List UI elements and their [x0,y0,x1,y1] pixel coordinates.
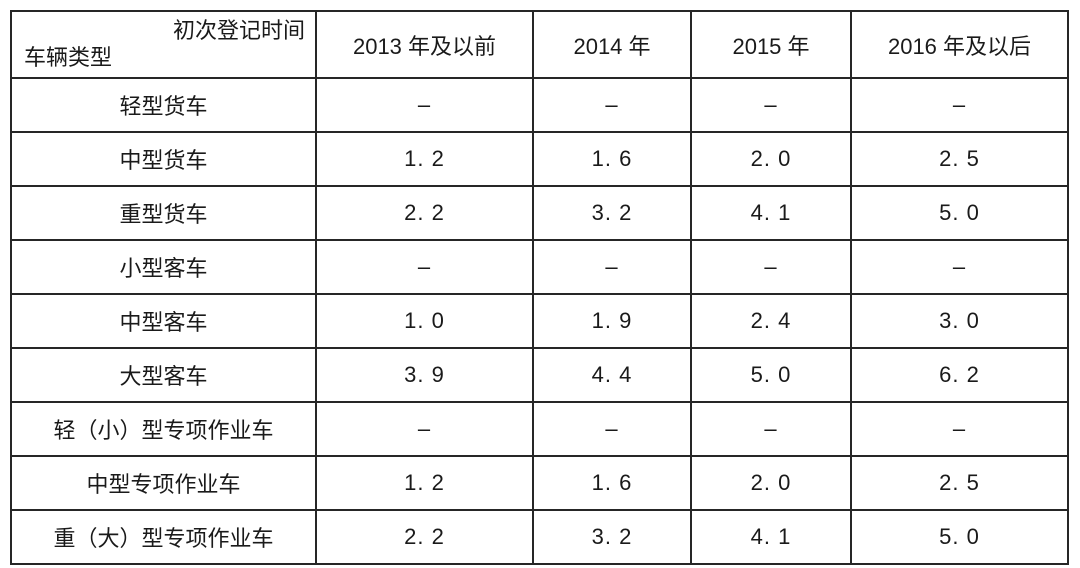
row-label: 中型货车 [10,131,317,187]
table-row: 轻型货车 – – – – [10,77,1069,133]
value-cell: – [850,239,1069,295]
value-cell: 2. 4 [690,293,852,349]
value-cell: 2. 2 [315,509,534,565]
value-cell: 2. 5 [850,455,1069,511]
value-cell: 5. 0 [850,185,1069,241]
row-label: 轻（小）型专项作业车 [10,401,317,457]
value-cell: – [532,239,692,295]
row-label: 中型客车 [10,293,317,349]
value-cell: 6. 2 [850,347,1069,403]
vehicle-registration-table: 初次登记时间 车辆类型 2013 年及以前 2014 年 2015 年 2016… [10,10,1069,565]
row-label: 重型货车 [10,185,317,241]
value-cell: 3. 2 [532,185,692,241]
table-row: 中型货车 1. 2 1. 6 2. 0 2. 5 [10,131,1069,187]
column-header-2016-and-after: 2016 年及以后 [850,10,1069,79]
table-body: 轻型货车 – – – – 中型货车 1. 2 1. 6 2. 0 2. 5 重型… [10,77,1069,565]
value-cell: – [690,401,852,457]
value-cell: 1. 2 [315,455,534,511]
table-row: 中型专项作业车 1. 2 1. 6 2. 0 2. 5 [10,455,1069,511]
value-cell: 2. 5 [850,131,1069,187]
value-cell: – [532,401,692,457]
value-cell: 4. 4 [532,347,692,403]
value-cell: 1. 2 [315,131,534,187]
value-cell: – [850,77,1069,133]
value-cell: 1. 6 [532,131,692,187]
value-cell: 2. 0 [690,131,852,187]
value-cell: – [690,239,852,295]
value-cell: 5. 0 [690,347,852,403]
column-header-2015: 2015 年 [690,10,852,79]
table-row: 中型客车 1. 0 1. 9 2. 4 3. 0 [10,293,1069,349]
value-cell: – [315,239,534,295]
value-cell: 3. 0 [850,293,1069,349]
row-label: 轻型货车 [10,77,317,133]
value-cell: 4. 1 [690,185,852,241]
value-cell: – [850,401,1069,457]
value-cell: 1. 9 [532,293,692,349]
value-cell: 1. 6 [532,455,692,511]
row-label: 重（大）型专项作业车 [10,509,317,565]
table-row: 重（大）型专项作业车 2. 2 3. 2 4. 1 5. 0 [10,509,1069,565]
value-cell: – [315,77,534,133]
corner-header-cell: 初次登记时间 车辆类型 [10,10,317,79]
value-cell: – [532,77,692,133]
value-cell: – [315,401,534,457]
column-header-2013-and-before: 2013 年及以前 [315,10,534,79]
value-cell: 4. 1 [690,509,852,565]
row-label: 中型专项作业车 [10,455,317,511]
header-row: 初次登记时间 车辆类型 2013 年及以前 2014 年 2015 年 2016… [10,10,1069,79]
table-row: 轻（小）型专项作业车 – – – – [10,401,1069,457]
table-row: 小型客车 – – – – [10,239,1069,295]
corner-label-registration-time: 初次登记时间 [172,18,305,43]
table-row: 大型客车 3. 9 4. 4 5. 0 6. 2 [10,347,1069,403]
table-header: 初次登记时间 车辆类型 2013 年及以前 2014 年 2015 年 2016… [10,10,1069,79]
value-cell: 2. 2 [315,185,534,241]
value-cell: 3. 2 [532,509,692,565]
value-cell: – [690,77,852,133]
table-row: 重型货车 2. 2 3. 2 4. 1 5. 0 [10,185,1069,241]
value-cell: 3. 9 [315,347,534,403]
value-cell: 2. 0 [690,455,852,511]
corner-label-vehicle-type: 车辆类型 [24,45,113,70]
row-label: 小型客车 [10,239,317,295]
value-cell: 1. 0 [315,293,534,349]
value-cell: 5. 0 [850,509,1069,565]
row-label: 大型客车 [10,347,317,403]
column-header-2014: 2014 年 [532,10,692,79]
